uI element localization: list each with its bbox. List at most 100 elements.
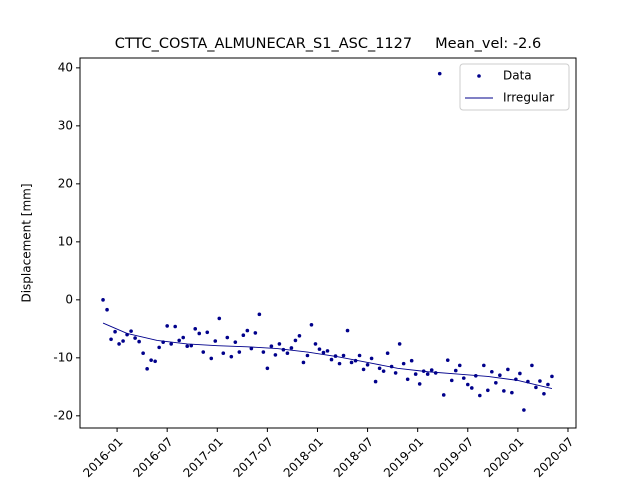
data-point <box>249 346 254 351</box>
data-point <box>265 366 270 371</box>
data-point <box>453 368 458 373</box>
data-point <box>133 336 137 340</box>
data-point <box>101 298 105 302</box>
legend-label: Data <box>503 69 532 83</box>
data-point <box>369 356 374 361</box>
data-point <box>109 337 113 342</box>
data-point <box>518 371 522 376</box>
data-point <box>321 350 326 355</box>
data-point <box>397 342 402 346</box>
data-point <box>478 393 482 398</box>
data-point <box>113 329 117 334</box>
data-point <box>373 379 378 384</box>
data-point <box>534 385 538 390</box>
data-point <box>117 342 121 346</box>
data-point <box>237 350 242 354</box>
x-tick-label: 2016-01 <box>80 435 125 480</box>
data-point <box>269 344 274 349</box>
x-tick-label: 2017-07 <box>231 435 276 480</box>
x-tick-label: 2020-01 <box>481 435 526 480</box>
data-point <box>325 349 330 353</box>
data-point <box>197 331 202 336</box>
data-point <box>437 71 442 76</box>
data-point <box>461 376 466 380</box>
data-point <box>510 390 514 395</box>
data-point <box>105 307 109 312</box>
chart-title: CTTC_COSTA_ALMUNECAR_S1_ASC_1127 Mean_ve… <box>115 36 541 52</box>
y-tick-label: 0 <box>65 292 73 306</box>
data-point <box>149 358 153 362</box>
data-point <box>502 389 506 393</box>
data-point <box>297 333 302 338</box>
data-point <box>445 358 450 362</box>
x-tick-label: 2020-07 <box>531 435 576 480</box>
data-point <box>169 342 173 346</box>
data-point <box>385 351 390 355</box>
data-point <box>225 335 230 340</box>
data-point <box>137 339 141 344</box>
data-point <box>245 328 250 333</box>
data-point <box>309 322 314 327</box>
data-point <box>233 340 238 344</box>
y-tick-label: 10 <box>58 234 73 248</box>
data-point <box>469 386 474 390</box>
data-point <box>201 350 206 354</box>
x-tick-label: 2018-01 <box>281 435 326 480</box>
data-point <box>217 316 222 321</box>
data-point <box>293 338 298 343</box>
data-point <box>165 324 169 328</box>
data-point <box>530 363 534 368</box>
data-point <box>205 330 210 335</box>
data-point <box>209 356 214 361</box>
data-point <box>381 369 386 373</box>
data-point <box>417 382 422 386</box>
data-point <box>213 339 218 343</box>
data-point <box>185 344 190 349</box>
data-point <box>401 361 406 366</box>
data-point <box>145 367 149 371</box>
data-point <box>498 373 502 378</box>
data-point <box>301 360 306 365</box>
data-point <box>189 343 194 348</box>
data-point <box>177 338 181 343</box>
data-point <box>153 359 157 364</box>
legend-label: Irregular <box>503 91 554 105</box>
x-tick-label: 2016-07 <box>130 435 175 480</box>
data-point <box>337 361 342 366</box>
plot-frame <box>79 57 577 429</box>
data-point <box>181 335 186 340</box>
data-point <box>345 328 350 333</box>
y-tick-label: -10 <box>53 350 73 364</box>
data-point <box>129 329 133 333</box>
data-point <box>357 353 362 358</box>
data-point <box>157 345 161 350</box>
data-point <box>121 339 125 343</box>
legend-marker <box>477 74 481 78</box>
data-point <box>361 367 366 372</box>
data-point <box>494 380 498 385</box>
data-point <box>550 374 554 379</box>
data-point <box>349 360 354 365</box>
y-axis-label: Displacement [mm] <box>20 183 34 302</box>
y-tick-label: 20 <box>58 176 73 190</box>
data-point <box>289 346 294 350</box>
x-tick-label: 2019-01 <box>381 435 426 480</box>
data-point <box>425 372 430 376</box>
data-point <box>305 353 310 358</box>
trend-line <box>102 322 553 390</box>
data-point <box>409 358 414 363</box>
data-point <box>486 388 490 393</box>
data-point <box>441 393 446 397</box>
data-point <box>377 366 382 371</box>
y-tick-label: 30 <box>58 118 73 132</box>
x-tick-label: 2017-01 <box>181 435 226 480</box>
data-point <box>273 353 278 357</box>
data-point <box>405 377 410 382</box>
data-point <box>173 324 177 329</box>
data-point <box>329 357 334 362</box>
data-point <box>141 351 145 355</box>
data-point <box>193 327 198 331</box>
legend-box <box>459 63 570 111</box>
data-point <box>429 368 434 372</box>
